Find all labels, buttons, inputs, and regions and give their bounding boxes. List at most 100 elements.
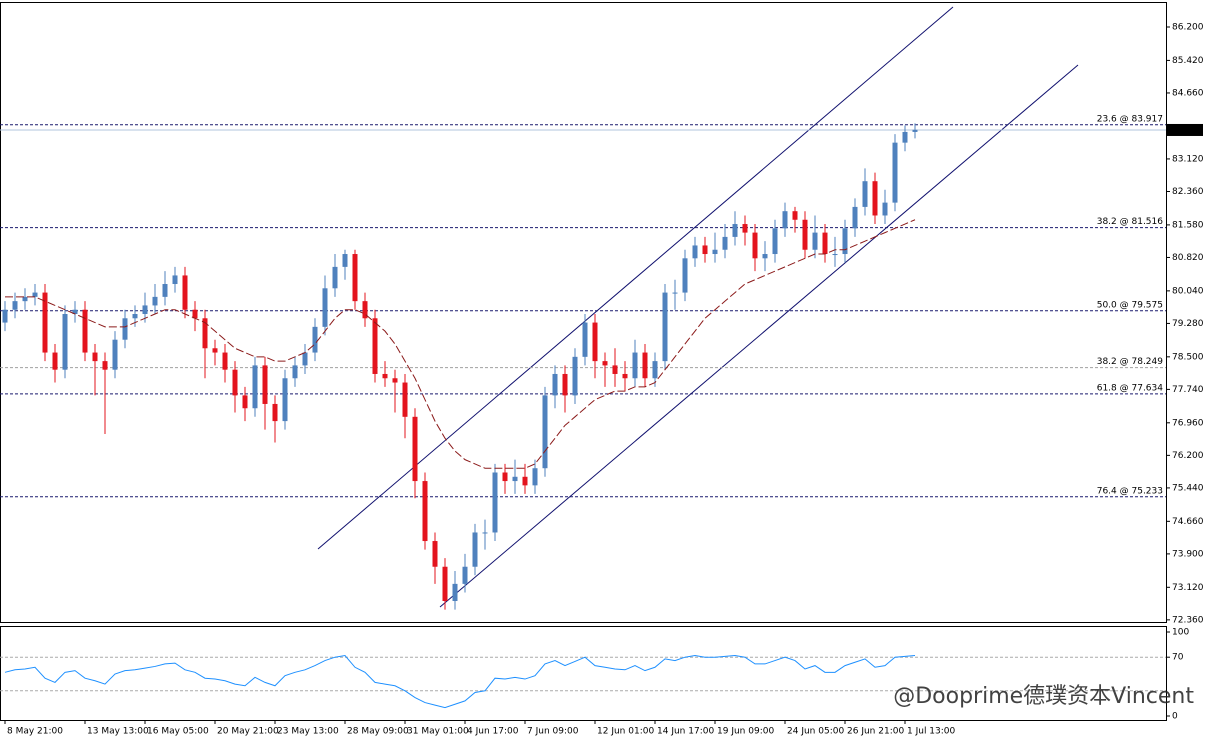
candle-body: [342, 254, 348, 267]
candle-body: [482, 532, 488, 534]
candle-body: [492, 472, 498, 533]
candle-body: [612, 365, 618, 374]
candle-body: [532, 468, 538, 486]
candle-body: [502, 472, 508, 482]
x-tick-label: 31 May 01:00: [407, 727, 469, 737]
candle-body: [722, 236, 728, 250]
candle-body: [382, 373, 388, 379]
candle-body: [792, 211, 798, 220]
fib-label: 38.2 @ 81.516: [1097, 217, 1164, 227]
candle-body: [102, 361, 108, 370]
candle-body: [552, 373, 558, 396]
candle-body: [32, 292, 38, 297]
candle-body: [872, 181, 878, 216]
candle-body: [302, 352, 308, 366]
candle-body: [322, 288, 328, 327]
candle-body: [232, 369, 238, 396]
y-tick-label: 73.900: [1172, 549, 1204, 559]
x-tick-label: 28 May 09:00: [347, 727, 409, 737]
y-tick-label: 82.360: [1172, 187, 1204, 197]
candle-body: [202, 318, 208, 349]
candle-body: [832, 254, 838, 256]
x-tick-label: 13 May 13:00: [87, 727, 149, 737]
candle-body: [582, 322, 588, 357]
candle-body: [882, 202, 888, 216]
candle-body: [452, 583, 458, 602]
candle-body: [312, 326, 318, 353]
fib-label: 23.6 @ 83.917: [1097, 114, 1163, 124]
last-price-label: 83.796: [1170, 125, 1202, 135]
candle-body: [542, 395, 548, 469]
candle-body: [92, 352, 98, 362]
candle-body: [22, 296, 28, 302]
candle-body: [892, 142, 898, 203]
candle-body: [402, 382, 408, 417]
y-tick-label: 84.660: [1172, 88, 1204, 98]
candle-body: [472, 532, 478, 567]
x-tick-label: 12 Jun 01:00: [597, 727, 654, 737]
candle-body: [812, 232, 818, 250]
candle-body: [572, 356, 578, 396]
candle-body: [252, 365, 258, 409]
candle-body: [132, 313, 138, 319]
candle-body: [562, 373, 568, 396]
candle-body: [142, 305, 148, 314]
channel-upper: [317, 6, 954, 550]
candle-body: [622, 373, 628, 379]
candle-body: [42, 292, 48, 353]
candle-body: [512, 476, 518, 482]
candle-body: [912, 129, 918, 132]
y-tick-label: 81.580: [1172, 220, 1204, 230]
candle-body: [372, 318, 378, 374]
y-tick-label: 83.120: [1172, 154, 1204, 164]
rsi-frame: [0, 626, 1167, 721]
fib-label: 76.4 @ 75.233: [1097, 486, 1163, 496]
candle-body: [822, 232, 828, 255]
y-tick-label: 77.740: [1172, 385, 1204, 395]
y-tick-label: 85.420: [1172, 56, 1204, 66]
y-tick-label: 73.120: [1172, 583, 1204, 593]
candle-body: [842, 228, 848, 255]
candle-body: [12, 301, 18, 310]
candle-body: [212, 348, 218, 353]
candle-body: [752, 232, 758, 259]
candle-body: [522, 476, 528, 486]
candle-body: [52, 352, 58, 370]
candle-body: [72, 309, 78, 314]
candle-body: [642, 352, 648, 379]
fib-label: 38.2 @ 78.249: [1097, 357, 1164, 367]
y-tick-label: 72.360: [1172, 615, 1204, 625]
candle-body: [672, 292, 678, 294]
candle-body: [442, 566, 448, 602]
candle-body: [632, 352, 638, 379]
y-tick-label: 76.960: [1172, 418, 1204, 428]
x-tick-label: 16 May 05:00: [147, 727, 209, 737]
candle-body: [222, 352, 228, 370]
candle-body: [772, 228, 778, 255]
candle-body: [412, 416, 418, 482]
y-tick-label: 75.440: [1172, 483, 1204, 493]
last-price-box: [1167, 123, 1203, 136]
candle-body: [172, 275, 178, 285]
candle-body: [82, 309, 88, 353]
candle-body: [182, 275, 188, 310]
candle-body: [742, 224, 748, 233]
candle-body: [702, 245, 708, 255]
candle-body: [362, 301, 368, 319]
candle-body: [282, 378, 288, 422]
x-tick-label: 20 May 21:00: [217, 727, 279, 737]
channel-lower: [439, 64, 1079, 608]
candle-body: [862, 181, 868, 207]
x-tick-label: 24 Jun 05:00: [787, 727, 844, 737]
candle-body: [352, 254, 358, 302]
candle-body: [332, 266, 338, 289]
x-tick-label: 26 Jun 21:00: [847, 727, 904, 737]
candle-body: [682, 258, 688, 293]
x-tick-label: 7 Jun 09:00: [527, 727, 579, 737]
candle-body: [852, 206, 858, 229]
candle-body: [762, 254, 768, 259]
candle-body: [662, 292, 668, 362]
candle-body: [152, 296, 158, 306]
x-tick-label: 4 Jun 17:00: [467, 727, 519, 737]
candle-body: [242, 395, 248, 409]
